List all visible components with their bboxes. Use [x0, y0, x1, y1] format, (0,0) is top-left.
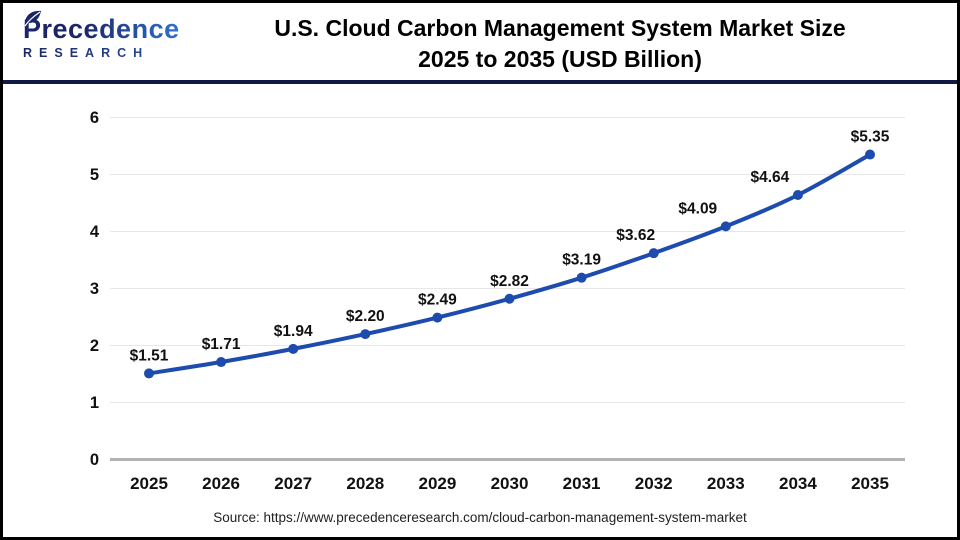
x-axis-tick-label: 2034 [779, 474, 817, 493]
logo-name: Precedence [23, 14, 223, 45]
y-axis-tick-label: 1 [90, 394, 99, 412]
line-chart: 0 1 2 3 4 5 6 2025 2026 2027 2028 2029 2030 2031 2032 2… [90, 109, 905, 493]
data-point-label: $2.20 [346, 308, 385, 325]
series-line [147, 152, 872, 376]
header-divider [3, 80, 957, 84]
data-point [360, 329, 371, 340]
data-point-label: $1.51 [130, 347, 169, 364]
x-axis-tick-label: 2025 [130, 474, 168, 493]
header: Precedence RESEARCH U.S. Cloud Carbon Ma… [3, 3, 957, 79]
x-axis-tick-label: 2027 [274, 474, 312, 493]
data-point-label: $1.94 [274, 323, 313, 340]
data-point-label: $2.82 [490, 273, 529, 290]
y-axis-tick-label: 3 [90, 280, 99, 298]
logo-subname: RESEARCH [23, 46, 223, 60]
x-axis-tick-label: 2035 [851, 474, 889, 493]
data-point-label: $4.64 [751, 169, 790, 186]
chart-title-line2: 2025 to 2035 (USD Billion) [418, 46, 702, 72]
x-axis-tick-label: 2030 [491, 474, 529, 493]
data-point [288, 343, 299, 354]
y-axis-tick-label: 6 [90, 109, 99, 127]
logo: Precedence RESEARCH [23, 10, 223, 60]
leaf-icon [24, 10, 41, 27]
x-axis-tick-label: 2028 [346, 474, 384, 493]
x-axis-tick-label: 2033 [707, 474, 745, 493]
data-point-label: $3.62 [616, 227, 655, 244]
x-axis-tick-label: 2031 [563, 474, 601, 493]
chart-title: U.S. Cloud Carbon Management System Mark… [173, 13, 947, 75]
data-point [648, 248, 659, 259]
chart-title-line1: U.S. Cloud Carbon Management System Mark… [274, 15, 846, 41]
data-point-label: $3.19 [562, 252, 601, 269]
data-point [144, 368, 154, 379]
data-point [865, 149, 875, 160]
y-axis-tick-label: 4 [90, 223, 100, 241]
data-point-label: $2.49 [418, 292, 457, 309]
x-axis-tick-label: 2032 [635, 474, 673, 493]
data-point-label: $5.35 [851, 129, 890, 146]
x-axis-tick-label: 2029 [418, 474, 456, 493]
x-axis-tick-label: 2026 [202, 474, 240, 493]
data-point [792, 190, 803, 201]
y-axis-tick-label: 5 [90, 166, 99, 184]
data-point [432, 312, 443, 323]
data-point-label: $4.09 [678, 200, 717, 217]
data-point [576, 272, 587, 283]
data-point [720, 221, 731, 232]
data-point [504, 293, 515, 304]
y-axis-tick-label: 0 [90, 451, 99, 469]
source-text: Source: https://www.precedenceresearch.c… [213, 510, 747, 525]
y-axis-tick-label: 2 [90, 337, 99, 355]
data-point [216, 357, 227, 368]
data-point-label: $1.71 [202, 336, 241, 353]
